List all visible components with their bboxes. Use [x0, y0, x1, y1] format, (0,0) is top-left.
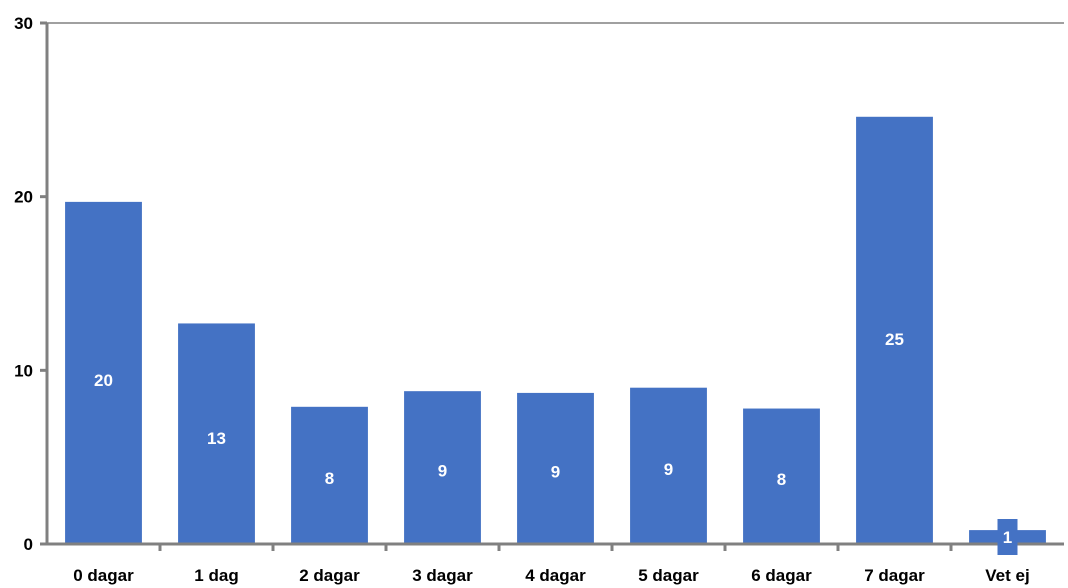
y-tick-label: 10 [14, 361, 33, 380]
bar [743, 408, 820, 544]
bar [291, 406, 368, 544]
x-ticks: 0 dagar 1 dag 2 dagar 3 dagar 4 dagar 5 dagar… [73, 544, 1030, 585]
bar [404, 391, 481, 544]
data-label: 9 [551, 462, 560, 481]
x-tick-label: 1 dag [194, 566, 238, 585]
data-label: 8 [325, 469, 334, 488]
y-tick-label: 30 [14, 14, 33, 33]
x-tick-label: 3 dagar [412, 566, 473, 585]
data-label: 8 [777, 470, 786, 489]
x-tick-label: 0 dagar [73, 566, 134, 585]
data-labels: 20 13 8 9 9 9 8 25 1 [94, 330, 1018, 555]
data-label: 9 [664, 460, 673, 479]
bars [65, 116, 1046, 545]
y-tick-label: 20 [14, 188, 33, 207]
bar [517, 392, 594, 544]
data-label: 9 [438, 462, 447, 481]
y-tick-label: 0 [24, 535, 33, 554]
y-axis-group [45, 22, 1064, 544]
x-tick-label: 5 dagar [638, 566, 699, 585]
bar [178, 323, 255, 544]
bar [630, 387, 707, 544]
data-label: 13 [207, 429, 226, 448]
bar [65, 201, 142, 545]
x-tick-label: 4 dagar [525, 566, 586, 585]
data-label: 1 [1003, 528, 1012, 547]
x-tick-label: 2 dagar [299, 566, 360, 585]
y-ticks: 0 10 20 30 [14, 14, 47, 554]
data-label-box [997, 519, 1018, 555]
data-label: 20 [94, 371, 113, 390]
x-tick-label: 7 dagar [864, 566, 925, 585]
bar [856, 116, 933, 544]
x-tick-label: 6 dagar [751, 566, 812, 585]
data-label: 25 [885, 330, 904, 349]
x-tick-label: Vet ej [985, 566, 1029, 585]
